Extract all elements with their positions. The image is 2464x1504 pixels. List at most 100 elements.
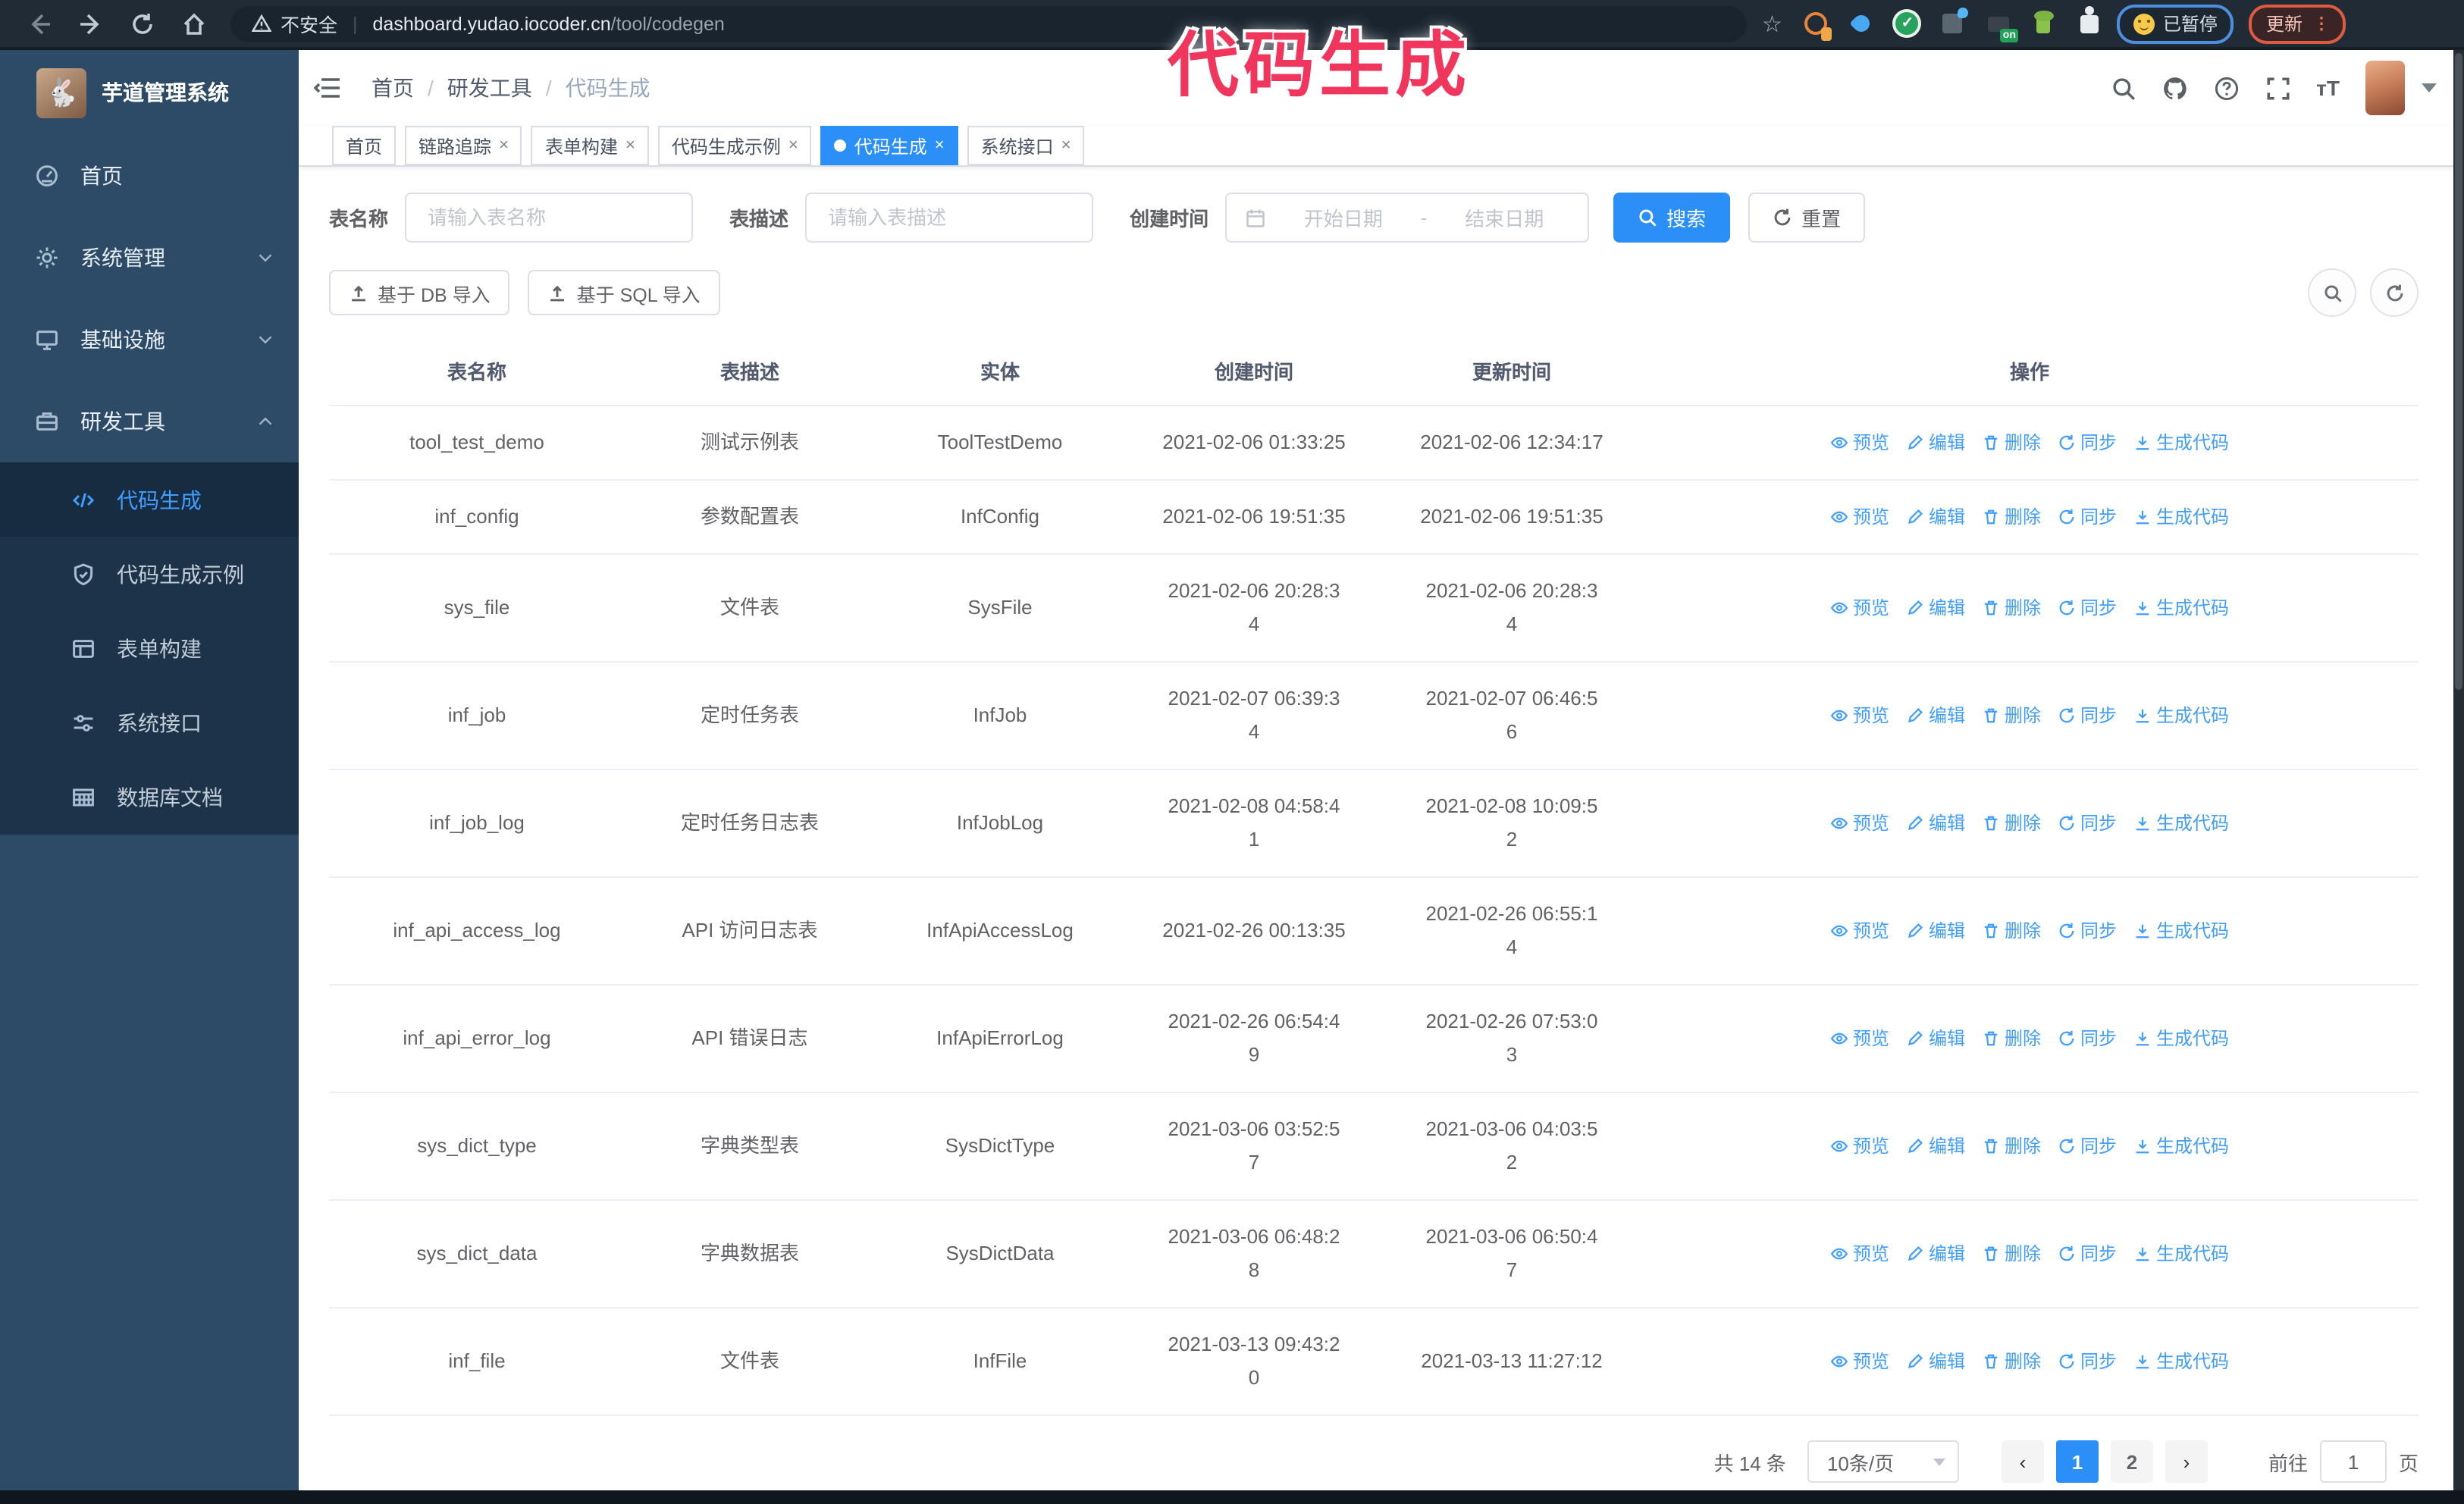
sidebar-item-home[interactable]: 首页	[0, 135, 299, 217]
action-sync-link[interactable]: 同步	[2058, 1345, 2117, 1378]
action-edit-link[interactable]: 编辑	[1906, 1022, 1965, 1055]
submenu-item-1[interactable]: 代码生成示例	[0, 537, 299, 611]
action-sync-link[interactable]: 同步	[2058, 1130, 2117, 1163]
tag-close-icon[interactable]: ×	[499, 136, 509, 155]
sidebar-item-system[interactable]: 系统管理	[0, 217, 299, 299]
extensions-puzzle-icon[interactable]	[2077, 11, 2102, 36]
action-preview-link[interactable]: 预览	[1830, 914, 1889, 948]
action-preview-link[interactable]: 预览	[1830, 807, 1889, 840]
action-sync-link[interactable]: 同步	[2058, 699, 2117, 732]
import-db-button[interactable]: 基于 DB 导入	[329, 270, 510, 315]
browser-forward-icon[interactable]	[79, 11, 103, 36]
page-button-1[interactable]: 1	[2055, 1440, 2099, 1483]
breadcrumb-item-0[interactable]: 首页	[371, 76, 414, 100]
next-page-button[interactable]: ›	[2165, 1440, 2208, 1483]
browser-reload-icon[interactable]	[130, 11, 155, 36]
security-label[interactable]: 不安全	[281, 15, 338, 36]
start-date-placeholder[interactable]: 开始日期	[1303, 208, 1383, 230]
action-sync-link[interactable]: 同步	[2058, 807, 2117, 840]
action-preview-link[interactable]: 预览	[1830, 1022, 1889, 1055]
action-generate-link[interactable]: 生成代码	[2133, 591, 2229, 625]
table-name-input[interactable]	[405, 193, 694, 243]
date-range-picker[interactable]: 开始日期 - 结束日期	[1225, 193, 1590, 243]
tag-2[interactable]: 表单构建 ×	[531, 126, 649, 165]
browser-home-icon[interactable]	[182, 11, 206, 36]
prev-page-button[interactable]: ‹	[2001, 1440, 2044, 1483]
page-scrollbar[interactable]	[2453, 50, 2464, 1490]
action-delete-link[interactable]: 删除	[1982, 426, 2041, 459]
page-button-2[interactable]: 2	[2110, 1440, 2153, 1483]
tag-4[interactable]: 代码生成 ×	[820, 126, 958, 165]
sidebar-item-devtools[interactable]: 研发工具	[0, 381, 299, 462]
action-sync-link[interactable]: 同步	[2058, 1237, 2117, 1271]
action-delete-link[interactable]: 删除	[1982, 914, 2041, 948]
table-desc-input[interactable]	[805, 193, 1094, 243]
action-delete-link[interactable]: 删除	[1982, 807, 2041, 840]
extension-drop-icon[interactable]	[1849, 11, 1875, 36]
user-avatar[interactable]	[2365, 61, 2405, 115]
action-generate-link[interactable]: 生成代码	[2133, 1345, 2229, 1378]
action-edit-link[interactable]: 编辑	[1906, 1345, 1965, 1378]
action-edit-link[interactable]: 编辑	[1906, 699, 1965, 732]
help-icon[interactable]	[2213, 75, 2239, 101]
action-generate-link[interactable]: 生成代码	[2133, 426, 2229, 459]
action-sync-link[interactable]: 同步	[2058, 591, 2117, 625]
action-edit-link[interactable]: 编辑	[1906, 591, 1965, 625]
scrollbar-thumb[interactable]	[2455, 53, 2462, 690]
action-preview-link[interactable]: 预览	[1830, 426, 1889, 459]
action-edit-link[interactable]: 编辑	[1906, 914, 1965, 948]
tag-3[interactable]: 代码生成示例 ×	[657, 126, 812, 165]
submenu-item-0[interactable]: 代码生成	[0, 462, 299, 537]
extension-check-icon[interactable]: ✓	[1895, 11, 1920, 36]
extension-orange-icon[interactable]	[1804, 11, 1829, 36]
extension-alien-icon[interactable]	[2031, 11, 2057, 36]
sidebar-item-infra[interactable]: 基础设施	[0, 299, 299, 381]
font-size-icon[interactable]: ᴛT	[2316, 76, 2340, 100]
address-bar[interactable]: 不安全 | dashboard.yudao.iocoder.cn/tool/co…	[230, 5, 1747, 42]
action-preview-link[interactable]: 预览	[1830, 591, 1889, 625]
bookmark-star-icon[interactable]: ☆	[1762, 11, 1782, 37]
action-generate-link[interactable]: 生成代码	[2133, 500, 2229, 534]
avatar-caret-down-icon[interactable]	[2422, 83, 2437, 92]
tag-close-icon[interactable]: ×	[625, 136, 635, 155]
action-delete-link[interactable]: 删除	[1982, 699, 2041, 732]
action-generate-link[interactable]: 生成代码	[2133, 1022, 2229, 1055]
import-sql-button[interactable]: 基于 SQL 导入	[528, 270, 720, 315]
submenu-item-2[interactable]: 表单构建	[0, 611, 299, 685]
action-preview-link[interactable]: 预览	[1830, 1345, 1889, 1378]
browser-update-button[interactable]: 更新 ⋮	[2249, 4, 2346, 43]
action-sync-link[interactable]: 同步	[2058, 1022, 2117, 1055]
action-generate-link[interactable]: 生成代码	[2133, 1130, 2229, 1163]
url-host[interactable]: dashboard.yudao.iocoder.cn	[372, 13, 611, 34]
action-generate-link[interactable]: 生成代码	[2133, 699, 2229, 732]
url-path[interactable]: /tool/codegen	[610, 13, 725, 34]
action-delete-link[interactable]: 删除	[1982, 1345, 2041, 1378]
action-delete-link[interactable]: 删除	[1982, 1130, 2041, 1163]
action-sync-link[interactable]: 同步	[2058, 500, 2117, 534]
action-sync-link[interactable]: 同步	[2058, 914, 2117, 948]
end-date-placeholder[interactable]: 结束日期	[1465, 208, 1544, 230]
submenu-item-4[interactable]: 数据库文档	[0, 760, 299, 834]
action-preview-link[interactable]: 预览	[1830, 1130, 1889, 1163]
action-sync-link[interactable]: 同步	[2058, 426, 2117, 459]
goto-page-input[interactable]: 1	[2319, 1440, 2387, 1483]
breadcrumb-item-1[interactable]: 研发工具	[447, 76, 532, 100]
profile-paused-badge[interactable]: 已暂停	[2117, 4, 2234, 43]
extension-grid-icon[interactable]	[1940, 11, 1966, 36]
github-icon[interactable]	[2161, 75, 2187, 101]
tag-5[interactable]: 系统接口 ×	[967, 126, 1085, 165]
tag-1[interactable]: 链路追踪 ×	[405, 126, 522, 165]
action-generate-link[interactable]: 生成代码	[2133, 914, 2229, 948]
extension-camera-icon[interactable]: on	[1986, 11, 2019, 42]
browser-menu-dots-icon[interactable]: ⋮	[2312, 15, 2330, 33]
action-edit-link[interactable]: 编辑	[1906, 1237, 1965, 1271]
submenu-item-3[interactable]: 系统接口	[0, 685, 299, 760]
action-edit-link[interactable]: 编辑	[1906, 807, 1965, 840]
action-delete-link[interactable]: 删除	[1982, 1237, 2041, 1271]
tag-0[interactable]: 首页	[332, 126, 397, 165]
search-button[interactable]: 搜索	[1613, 193, 1731, 243]
sidebar-logo[interactable]: 🐇 芋道管理系统	[0, 50, 299, 135]
reset-button[interactable]: 重置	[1748, 193, 1866, 243]
action-preview-link[interactable]: 预览	[1830, 1237, 1889, 1271]
action-edit-link[interactable]: 编辑	[1906, 500, 1965, 534]
